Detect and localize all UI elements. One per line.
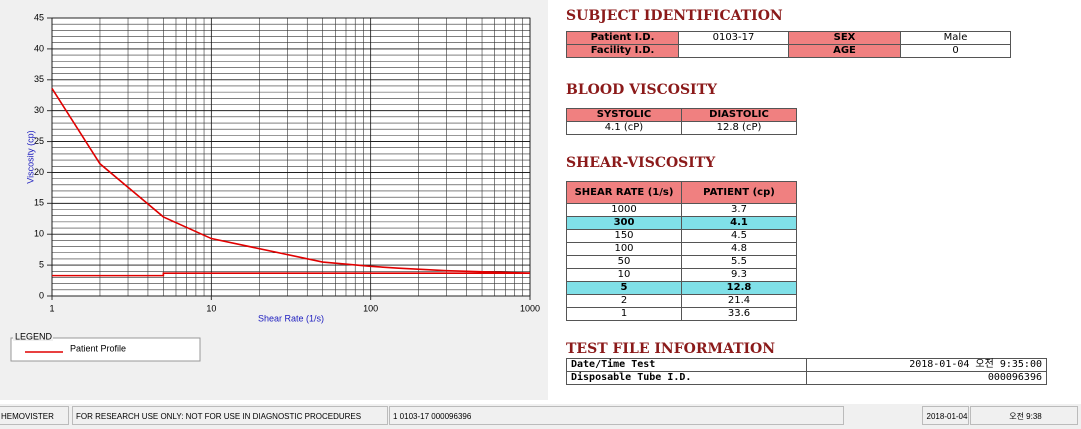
cell: AGE	[788, 44, 901, 58]
cell: 5	[566, 281, 682, 295]
row: 50 5.5	[566, 255, 797, 269]
row: 2 21.4	[566, 294, 797, 308]
header-cell: SHEAR RATE (1/s)	[566, 181, 682, 204]
y-tick-label: 30	[34, 105, 44, 115]
header-cell: DIASTOLIC	[681, 108, 797, 122]
y-tick-label: 0	[39, 290, 44, 300]
chart: 0 5 10 15 20 25 30 35 40 45 1 10 100 1000 Shear Rate (…	[10, 12, 540, 362]
cell: 0103-17	[678, 31, 789, 45]
x-axis-label: Shear Rate (1/s)	[258, 313, 324, 323]
table: SHEAR RATE (1/s) PATIENT (cp) 1000 3.7 300 4.…	[566, 181, 797, 321]
section-heading: TEST FILE INFORMATION	[566, 341, 776, 357]
y-tick-label: 40	[34, 43, 44, 53]
y-tick-label: 10	[34, 229, 44, 239]
cell: Facility I.D.	[566, 44, 679, 58]
cell: 12.8	[681, 281, 797, 295]
legend-box	[10, 337, 201, 362]
x-tick-label: 10	[206, 303, 216, 313]
y-axis-label: Viscosity (cp)	[25, 130, 35, 183]
cell: 5.5	[681, 255, 797, 269]
legend-title: LEGEND	[15, 331, 53, 341]
row: Disposable Tube I.D. 000096396	[566, 371, 1047, 385]
cell: 4.1	[681, 216, 797, 230]
y-tick-label: 20	[34, 167, 44, 177]
row: 4.1 (cP) 12.8 (cP)	[566, 121, 797, 135]
status-cell: 2018-01-04	[922, 406, 969, 425]
cell: 3.7	[681, 203, 797, 217]
status-cell: FOR RESEARCH USE ONLY: NOT FOR USE IN DI…	[72, 406, 388, 425]
cell: 2	[566, 294, 682, 308]
cell: 300	[566, 216, 682, 230]
row: 1000 3.7	[566, 203, 797, 217]
section-heading: SHEAR-VISCOSITY	[566, 155, 716, 171]
y-tick-label: 25	[34, 136, 44, 146]
header-row: SHEAR RATE (1/s) PATIENT (cp)	[566, 181, 797, 204]
cell: 2018-01-04 오전 9:35:00	[806, 358, 1047, 372]
y-tick-label: 35	[34, 74, 44, 84]
row: Patient I.D. 0103-17 SEX Male	[566, 31, 1011, 45]
cell: 33.6	[681, 307, 797, 321]
row: 10 9.3	[566, 268, 797, 282]
row: 150 4.5	[566, 229, 797, 243]
y-tick-label: 15	[34, 198, 44, 208]
row: Facility I.D. AGE 0	[566, 44, 1011, 58]
status-cell: 오전 9:38	[970, 406, 1078, 425]
x-tick-label: 1	[49, 303, 54, 313]
row: Date/Time Test 2018-01-04 오전 9:35:00	[566, 358, 1047, 372]
cell: 9.3	[681, 268, 797, 282]
status-cell: 1 0103-17 000096396	[389, 406, 844, 425]
cell: 10	[566, 268, 682, 282]
cell: SEX	[788, 31, 901, 45]
cell: 50	[566, 255, 682, 269]
cell: Male	[900, 31, 1011, 45]
cell: 000096396	[806, 371, 1047, 385]
cell: 21.4	[681, 294, 797, 308]
cell: 4.5	[681, 229, 797, 243]
cell: 100	[566, 242, 682, 256]
header-cell: SYSTOLIC	[566, 108, 682, 122]
row: 100 4.8	[566, 242, 797, 256]
plot-area	[51, 17, 531, 297]
cell: Disposable Tube I.D.	[566, 371, 807, 385]
status-bar: HEMOVISTER FOR RESEARCH USE ONLY: NOT FOR…	[0, 404, 1081, 429]
table: Date/Time Test 2018-01-04 오전 9:35:00 Dispo…	[566, 358, 1047, 385]
row: 300 4.1	[566, 216, 797, 230]
y-tick-label: 5	[39, 259, 44, 269]
data-line	[51, 87, 531, 274]
table: SYSTOLIC DIASTOLIC 4.1 (cP) 12.8 (cP)	[566, 108, 797, 135]
legend-title-bg	[13, 331, 53, 341]
row: 1 33.6	[566, 307, 797, 321]
table: Patient I.D. 0103-17 SEX Male Facility I.D. A…	[566, 31, 1011, 58]
header-cell: PATIENT (cp)	[681, 181, 797, 204]
header-row: SYSTOLIC DIASTOLIC	[566, 108, 797, 122]
legend-label: Patient Profile	[70, 343, 126, 353]
cell: 4.1 (cP)	[566, 121, 682, 135]
status-cell: HEMOVISTER	[0, 406, 69, 425]
cell: 1000	[566, 203, 682, 217]
cell: 0	[900, 44, 1011, 58]
row: 5 12.8	[566, 281, 797, 295]
cell: 150	[566, 229, 682, 243]
cell: Patient I.D.	[566, 31, 679, 45]
y-tick-label: 45	[34, 12, 44, 22]
cell: 1	[566, 307, 682, 321]
chart-panel: 0 5 10 15 20 25 30 35 40 45 1 10 100 1000 Shear Rate (…	[0, 0, 548, 400]
cell: 4.8	[681, 242, 797, 256]
cell	[678, 44, 789, 58]
x-tick-label: 100	[363, 303, 378, 313]
section-heading: BLOOD VISCOSITY	[566, 82, 718, 98]
x-tick-label: 1000	[520, 303, 540, 313]
cell: Date/Time Test	[566, 358, 807, 372]
data-line	[52, 272, 530, 277]
section-heading: SUBJECT IDENTIFICATION	[566, 8, 783, 24]
cell: 12.8 (cP)	[681, 121, 797, 135]
